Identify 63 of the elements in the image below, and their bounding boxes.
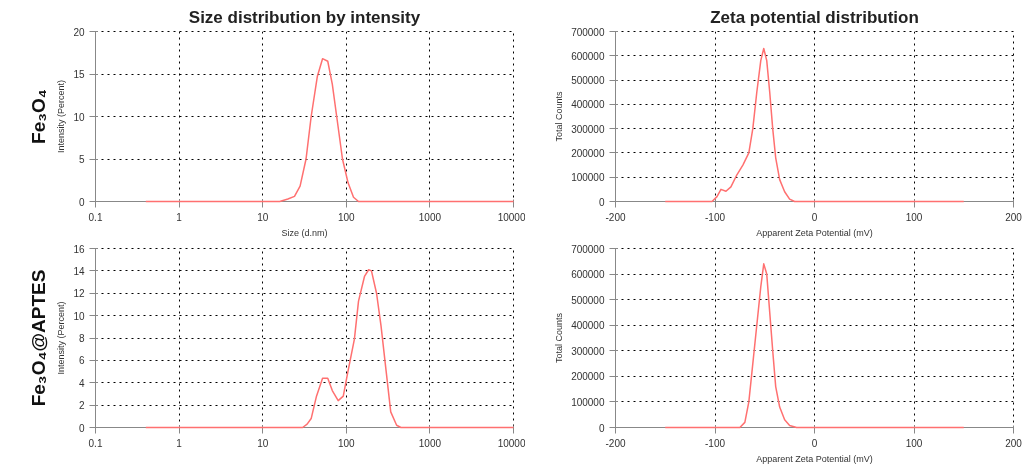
x-tick-label: 1000 bbox=[418, 437, 442, 449]
x-tick-label: -100 bbox=[704, 211, 726, 223]
y-tick-label: 10 bbox=[73, 111, 85, 123]
y-tick-label: 500000 bbox=[571, 294, 605, 306]
x-axis-title: Size (d.nm) bbox=[281, 227, 328, 238]
x-tick-label: -100 bbox=[704, 437, 726, 449]
x-tick-label: -200 bbox=[605, 211, 626, 223]
y-tick-label: 500000 bbox=[571, 75, 605, 87]
y-tick-label: 700000 bbox=[571, 243, 605, 255]
x-tick-label: 0.1 bbox=[88, 437, 103, 449]
x-axis-title: Apparent Zeta Potential (mV) bbox=[756, 227, 873, 238]
y-tick-label: 20 bbox=[73, 26, 85, 38]
x-tick-label: 10000 bbox=[497, 211, 526, 223]
y-tick-label: 200000 bbox=[571, 371, 605, 383]
y-tick-label: 0 bbox=[598, 422, 605, 434]
y-tick-label: 300000 bbox=[571, 123, 605, 135]
y-tick-label: 400000 bbox=[571, 320, 605, 332]
y-tick-label: 15 bbox=[73, 69, 85, 80]
x-tick-label: 10 bbox=[257, 437, 269, 449]
y-tick-label: 6 bbox=[78, 355, 85, 367]
x-tick-label: 1 bbox=[176, 437, 183, 449]
y-tick-label: 2 bbox=[78, 400, 85, 412]
x-tick-label: 1000 bbox=[418, 211, 442, 223]
chart-title: Size distribution by intensity bbox=[188, 7, 421, 27]
y-tick-label: 600000 bbox=[571, 50, 605, 62]
y-tick-label: 400000 bbox=[571, 99, 605, 111]
x-tick-label: 1 bbox=[176, 211, 183, 223]
text: Fe₃O₄@APTES bbox=[27, 269, 49, 407]
x-tick-label: 100 bbox=[337, 437, 356, 449]
y-tick-label: 10 bbox=[73, 310, 85, 322]
x-tick-label: 10000 bbox=[497, 437, 526, 449]
y-tick-label: 300000 bbox=[571, 345, 605, 357]
y-tick-label: 8 bbox=[78, 333, 85, 344]
y-tick-label: 4 bbox=[78, 377, 85, 389]
y-tick-label: 200000 bbox=[571, 147, 605, 159]
y-axis-title: Total Counts bbox=[554, 90, 565, 142]
x-tick-label: 100 bbox=[337, 211, 356, 223]
y-tick-label: 12 bbox=[73, 288, 85, 300]
y-axis-title: Total Counts bbox=[554, 312, 565, 364]
x-tick-label: 100 bbox=[905, 437, 923, 449]
y-axis-title: Intensity (Percent) bbox=[56, 301, 67, 375]
y-tick-label: 14 bbox=[73, 265, 85, 277]
x-tick-label: 0 bbox=[811, 437, 818, 449]
text: Fe₃O₄ bbox=[27, 89, 49, 144]
x-tick-label: -200 bbox=[605, 437, 626, 449]
y-tick-label: 600000 bbox=[571, 269, 605, 281]
x-tick-label: 0 bbox=[811, 211, 818, 223]
x-tick-label: 100 bbox=[905, 211, 923, 223]
x-tick-label: 10 bbox=[257, 211, 269, 223]
y-tick-label: 0 bbox=[78, 422, 85, 434]
y-tick-label: 16 bbox=[73, 243, 85, 255]
x-tick-label: 200 bbox=[1005, 211, 1023, 223]
y-tick-label: 0 bbox=[598, 196, 605, 208]
y-tick-label: 100000 bbox=[571, 396, 605, 408]
y-axis-title: Intensity (Percent) bbox=[56, 79, 67, 154]
x-axis-title: Apparent Zeta Potential (mV) bbox=[756, 453, 873, 464]
x-tick-label: 200 bbox=[1005, 437, 1023, 449]
y-tick-label: 700000 bbox=[571, 26, 605, 38]
y-tick-label: 0 bbox=[78, 196, 85, 208]
y-tick-label: 100000 bbox=[571, 172, 605, 184]
chart-title: Zeta potential distribution bbox=[710, 7, 919, 27]
x-tick-label: 0.1 bbox=[88, 211, 103, 223]
y-tick-label: 5 bbox=[78, 154, 85, 165]
